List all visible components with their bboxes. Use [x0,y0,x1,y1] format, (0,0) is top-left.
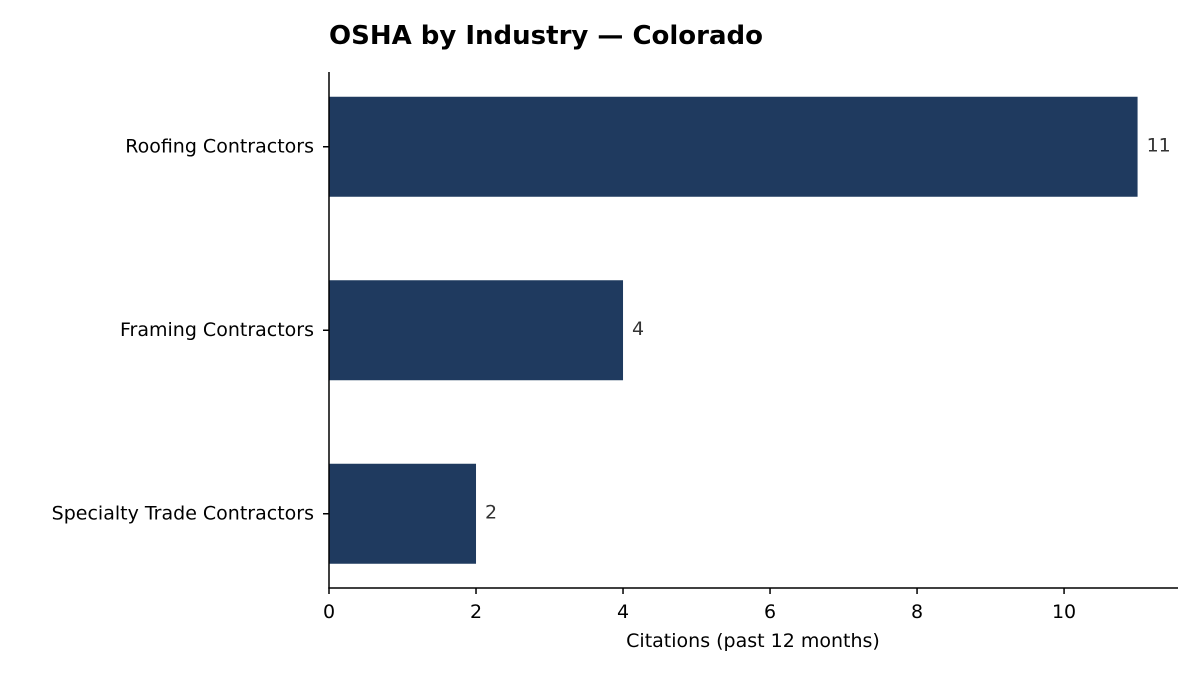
x-tick-label: 8 [911,601,923,623]
category-labels-group: Roofing Contractors Framing Contractors Sp… [52,135,329,524]
chart-title: OSHA by Industry — Colorado [329,21,763,51]
x-tick-label: 4 [617,601,629,623]
value-labels-group: 11 4 2 [485,134,1171,523]
bar-value-label: 2 [485,501,497,523]
category-label: Specialty Trade Contractors [52,502,314,524]
x-tick-label: 10 [1052,601,1076,623]
x-tick-label: 2 [470,601,482,623]
category-label: Framing Contractors [120,319,314,341]
x-ticks-group: 0 2 4 6 8 10 [323,588,1076,623]
bar [329,463,477,564]
bar-value-label: 11 [1147,134,1171,156]
x-tick-label: 6 [764,601,776,623]
bar [329,280,624,381]
x-tick-label: 0 [323,601,335,623]
bar-value-label: 4 [632,318,644,340]
category-label: Roofing Contractors [125,135,314,157]
bars-group [329,96,1138,564]
x-axis-label: Citations (past 12 months) [626,630,880,652]
bar [329,96,1138,197]
